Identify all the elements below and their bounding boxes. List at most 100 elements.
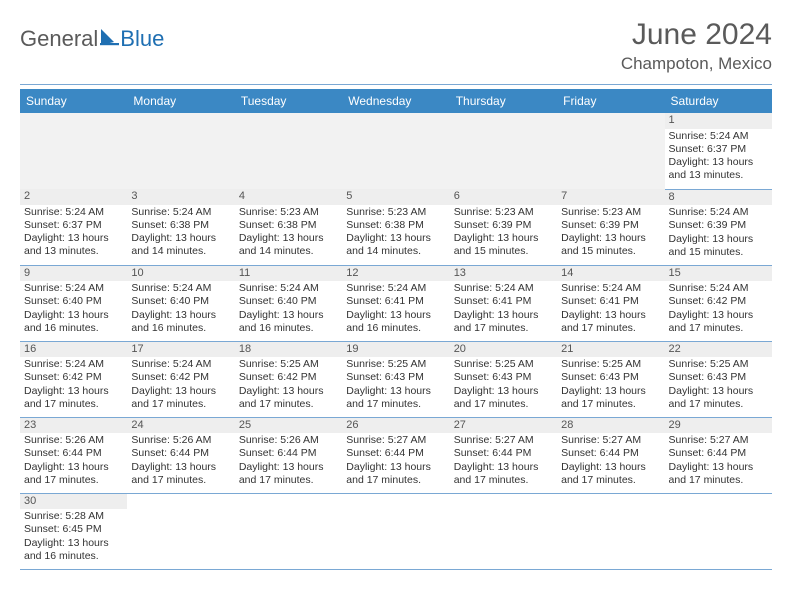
day-content: Sunrise: 5:24 AMSunset: 6:41 PMDaylight:… [342,281,449,338]
day-number: 9 [20,266,127,282]
day-content: Sunrise: 5:24 AMSunset: 6:37 PMDaylight:… [665,129,772,186]
logo-text-1: General [20,26,98,52]
calendar-cell [557,493,664,569]
day-content: Sunrise: 5:25 AMSunset: 6:43 PMDaylight:… [665,357,772,414]
day-number: 11 [235,266,342,282]
day-content: Sunrise: 5:24 AMSunset: 6:42 PMDaylight:… [665,281,772,338]
day-number: 30 [20,494,127,510]
day-content: Sunrise: 5:26 AMSunset: 6:44 PMDaylight:… [235,433,342,490]
calendar-cell: 27Sunrise: 5:27 AMSunset: 6:44 PMDayligh… [450,417,557,493]
day-content: Sunrise: 5:27 AMSunset: 6:44 PMDaylight:… [450,433,557,490]
day-number: 1 [665,113,772,129]
day-content: Sunrise: 5:27 AMSunset: 6:44 PMDaylight:… [665,433,772,490]
day-number: 26 [342,418,449,434]
weekday-header: Wednesday [342,89,449,113]
calendar-cell: 15Sunrise: 5:24 AMSunset: 6:42 PMDayligh… [665,265,772,341]
calendar-cell [127,493,234,569]
day-content: Sunrise: 5:24 AMSunset: 6:41 PMDaylight:… [450,281,557,338]
day-number: 23 [20,418,127,434]
day-content: Sunrise: 5:24 AMSunset: 6:40 PMDaylight:… [127,281,234,338]
calendar-cell: 11Sunrise: 5:24 AMSunset: 6:40 PMDayligh… [235,265,342,341]
weekday-header: Saturday [665,89,772,113]
calendar-cell: 2Sunrise: 5:24 AMSunset: 6:37 PMDaylight… [20,189,127,265]
calendar-cell: 22Sunrise: 5:25 AMSunset: 6:43 PMDayligh… [665,341,772,417]
day-number: 27 [450,418,557,434]
day-content: Sunrise: 5:28 AMSunset: 6:45 PMDaylight:… [20,509,127,566]
location: Champoton, Mexico [20,54,772,74]
day-number: 15 [665,266,772,282]
day-content: Sunrise: 5:24 AMSunset: 6:38 PMDaylight:… [127,205,234,262]
day-content: Sunrise: 5:23 AMSunset: 6:38 PMDaylight:… [342,205,449,262]
day-content: Sunrise: 5:27 AMSunset: 6:44 PMDaylight:… [557,433,664,490]
day-number: 3 [127,189,234,205]
calendar-cell [235,493,342,569]
header: General Blue June 2024 Champoton, Mexico [20,18,772,78]
day-content: Sunrise: 5:26 AMSunset: 6:44 PMDaylight:… [20,433,127,490]
day-number: 29 [665,418,772,434]
calendar-cell: 12Sunrise: 5:24 AMSunset: 6:41 PMDayligh… [342,265,449,341]
calendar-cell [127,113,234,189]
day-content: Sunrise: 5:25 AMSunset: 6:42 PMDaylight:… [235,357,342,414]
calendar-cell [20,113,127,189]
day-content: Sunrise: 5:25 AMSunset: 6:43 PMDaylight:… [342,357,449,414]
calendar-cell: 9Sunrise: 5:24 AMSunset: 6:40 PMDaylight… [20,265,127,341]
day-content: Sunrise: 5:24 AMSunset: 6:41 PMDaylight:… [557,281,664,338]
day-number: 14 [557,266,664,282]
day-content: Sunrise: 5:24 AMSunset: 6:42 PMDaylight:… [20,357,127,414]
calendar-cell: 30Sunrise: 5:28 AMSunset: 6:45 PMDayligh… [20,493,127,569]
logo: General Blue [20,26,164,52]
calendar-cell [450,113,557,189]
calendar-cell: 25Sunrise: 5:26 AMSunset: 6:44 PMDayligh… [235,417,342,493]
day-content: Sunrise: 5:23 AMSunset: 6:39 PMDaylight:… [557,205,664,262]
day-number: 22 [665,342,772,358]
day-number: 17 [127,342,234,358]
day-number: 25 [235,418,342,434]
day-content: Sunrise: 5:26 AMSunset: 6:44 PMDaylight:… [127,433,234,490]
calendar-cell [342,113,449,189]
calendar-cell: 1Sunrise: 5:24 AMSunset: 6:37 PMDaylight… [665,113,772,189]
weekday-header: Monday [127,89,234,113]
day-number: 12 [342,266,449,282]
day-number: 24 [127,418,234,434]
calendar-cell: 24Sunrise: 5:26 AMSunset: 6:44 PMDayligh… [127,417,234,493]
calendar-table: SundayMondayTuesdayWednesdayThursdayFrid… [20,89,772,570]
day-content: Sunrise: 5:24 AMSunset: 6:40 PMDaylight:… [235,281,342,338]
calendar-cell: 3Sunrise: 5:24 AMSunset: 6:38 PMDaylight… [127,189,234,265]
day-number: 4 [235,189,342,205]
day-content: Sunrise: 5:24 AMSunset: 6:40 PMDaylight:… [20,281,127,338]
day-number: 21 [557,342,664,358]
calendar-cell [342,493,449,569]
calendar-cell [450,493,557,569]
calendar-cell: 7Sunrise: 5:23 AMSunset: 6:39 PMDaylight… [557,189,664,265]
day-number: 13 [450,266,557,282]
weekday-header: Tuesday [235,89,342,113]
day-number: 20 [450,342,557,358]
calendar-cell: 26Sunrise: 5:27 AMSunset: 6:44 PMDayligh… [342,417,449,493]
calendar-cell: 18Sunrise: 5:25 AMSunset: 6:42 PMDayligh… [235,341,342,417]
weekday-header: Sunday [20,89,127,113]
calendar-cell: 6Sunrise: 5:23 AMSunset: 6:39 PMDaylight… [450,189,557,265]
calendar-cell: 16Sunrise: 5:24 AMSunset: 6:42 PMDayligh… [20,341,127,417]
calendar-cell [665,493,772,569]
day-content: Sunrise: 5:27 AMSunset: 6:44 PMDaylight:… [342,433,449,490]
logo-text-2: Blue [120,26,164,52]
calendar-cell: 4Sunrise: 5:23 AMSunset: 6:38 PMDaylight… [235,189,342,265]
day-number: 7 [557,189,664,205]
day-number: 16 [20,342,127,358]
calendar-cell [235,113,342,189]
calendar-cell: 8Sunrise: 5:24 AMSunset: 6:39 PMDaylight… [665,189,772,265]
calendar-cell: 5Sunrise: 5:23 AMSunset: 6:38 PMDaylight… [342,189,449,265]
day-content: Sunrise: 5:24 AMSunset: 6:39 PMDaylight:… [665,205,772,262]
day-content: Sunrise: 5:24 AMSunset: 6:42 PMDaylight:… [127,357,234,414]
header-rule [20,84,772,85]
day-number: 19 [342,342,449,358]
day-content: Sunrise: 5:25 AMSunset: 6:43 PMDaylight:… [450,357,557,414]
weekday-header: Friday [557,89,664,113]
weekday-header: Thursday [450,89,557,113]
calendar-cell: 28Sunrise: 5:27 AMSunset: 6:44 PMDayligh… [557,417,664,493]
day-content: Sunrise: 5:23 AMSunset: 6:38 PMDaylight:… [235,205,342,262]
calendar-cell: 29Sunrise: 5:27 AMSunset: 6:44 PMDayligh… [665,417,772,493]
day-number: 5 [342,189,449,205]
logo-sail-icon [100,28,120,46]
calendar-cell: 21Sunrise: 5:25 AMSunset: 6:43 PMDayligh… [557,341,664,417]
